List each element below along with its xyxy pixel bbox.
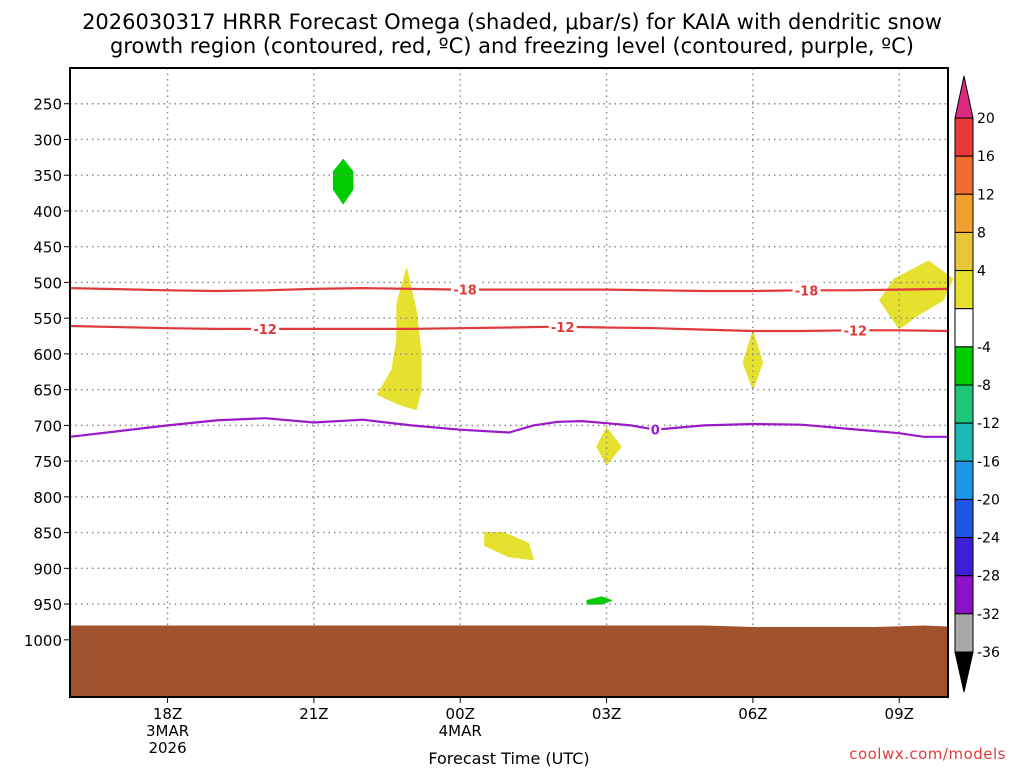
contour-freezing-level: [69, 417, 948, 438]
colorbar-bottom-arrow: [954, 651, 974, 693]
y-tick-label-850: 850: [33, 525, 62, 543]
surface-terrain: [70, 625, 948, 697]
colorbar-box-6: [954, 346, 974, 386]
colorbar-label-5: -4: [977, 340, 991, 356]
colorbar-box-8: [954, 422, 974, 462]
colorbar-label-2: 12: [977, 187, 995, 203]
x-tick-label-00Z: 00Z: [446, 705, 475, 723]
x-axis-title: Forecast Time (UTC): [428, 749, 589, 768]
omega-green-upper: [332, 159, 354, 205]
contour-label-bg-dgz-minus12-1: [548, 318, 577, 335]
x-tick-date-18Z: 3MAR: [146, 722, 189, 740]
colorbar-label-3: 8: [977, 225, 986, 241]
x-tick-date-00Z: 4MAR: [439, 722, 482, 740]
colorbar-label-6: -8: [977, 378, 991, 394]
omega-yellow-low: [484, 532, 534, 561]
chart-title-line-1: 2026030317 HRRR Forecast Omega (shaded, …: [82, 10, 942, 34]
x-tick-label-06Z: 06Z: [738, 705, 767, 723]
contour-label-freezing-level-0: 0: [651, 424, 660, 439]
y-tick-label-700: 700: [33, 417, 62, 435]
colorbar-box-4: [954, 270, 974, 310]
colorbar-top-arrow: [954, 75, 974, 119]
y-tick-label-750: 750: [33, 453, 62, 471]
contour-label-dgz-minus12-0: -12: [253, 323, 277, 338]
contour-label-bg-dgz-minus12-2: [841, 322, 870, 339]
y-tick-label-650: 650: [33, 382, 62, 400]
colorbar-box-5: [954, 308, 974, 348]
x-tick-label-03Z: 03Z: [592, 705, 621, 723]
plot-area: [70, 68, 948, 697]
contour-label-bg-dgz-minus18-0: [451, 281, 480, 298]
colorbar-label-11: -28: [977, 569, 1000, 585]
y-tick-label-450: 450: [33, 239, 62, 257]
credit-text[interactable]: coolwx.com/models: [849, 745, 1006, 763]
y-tick-label-500: 500: [33, 274, 62, 292]
colorbar-label-12: -32: [977, 607, 1000, 623]
colorbar-label-10: -24: [977, 531, 1000, 547]
contour-label-dgz-minus12-1: -12: [551, 321, 575, 336]
y-tick-label-300: 300: [33, 131, 62, 149]
y-tick-label-550: 550: [33, 310, 62, 328]
colorbar-box-3: [954, 231, 974, 272]
contour-label-dgz-minus18-0: -18: [453, 284, 477, 299]
y-tick-label-800: 800: [33, 489, 62, 507]
colorbar-box-12: [954, 575, 974, 615]
colorbar-label-1: 16: [977, 149, 995, 165]
y-tick-label-900: 900: [33, 560, 62, 578]
omega-yellow-main: [376, 267, 422, 411]
x-tick-year-18Z: 2026: [148, 739, 186, 757]
y-tick-label-600: 600: [33, 346, 62, 364]
colorbar-label-4: 4: [977, 264, 986, 280]
colorbar-box-11: [954, 537, 974, 577]
colorbar-label-8: -16: [977, 454, 1000, 470]
y-tick-label-350: 350: [33, 167, 62, 185]
colorbar-box-0: [954, 117, 974, 157]
y-tick-label-950: 950: [33, 596, 62, 614]
colorbar-box-2: [954, 193, 974, 233]
contour-label-dgz-minus12-2: -12: [844, 324, 868, 339]
colorbar-label-9: -20: [977, 492, 1000, 508]
y-tick-label-400: 400: [33, 203, 62, 221]
omega-yellow-09z: [879, 260, 954, 330]
colorbar-label-7: -12: [977, 416, 1000, 432]
colorbar-box-13: [954, 613, 974, 653]
colorbar-label-13: -36: [977, 645, 1000, 661]
colorbar-box-9: [954, 460, 974, 500]
colorbar-box-7: [954, 384, 974, 424]
y-tick-label-1000: 1000: [24, 632, 62, 650]
x-tick-label-21Z: 21Z: [299, 705, 328, 723]
contour-label-bg-freezing-level-0: [649, 421, 662, 438]
x-tick-label-09Z: 09Z: [885, 705, 914, 723]
colorbar-label-0: 20: [977, 111, 995, 127]
chart-title-line-2: growth region (contoured, red, ºC) and f…: [110, 34, 914, 58]
x-tick-label-18Z: 18Z: [153, 705, 182, 723]
colorbar-box-1: [954, 155, 974, 195]
colorbar-box-10: [954, 498, 974, 539]
contour-label-bg-dgz-minus12-0: [251, 320, 280, 337]
contour-label-dgz-minus18-1: -18: [795, 284, 819, 299]
plot-border: [69, 67, 949, 698]
contour-label-bg-dgz-minus18-1: [792, 282, 821, 299]
y-tick-label-250: 250: [33, 96, 62, 114]
